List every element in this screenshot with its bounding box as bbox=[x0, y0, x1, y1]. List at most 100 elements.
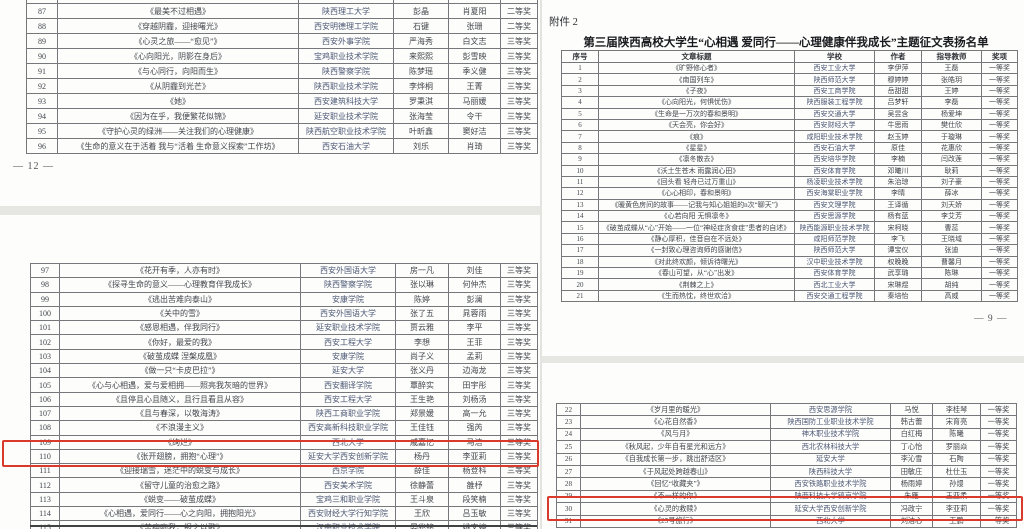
table-cell: 一等奖 bbox=[981, 267, 1018, 280]
table-header-cell: 文章标题 bbox=[598, 50, 795, 63]
table-cell: 李飞 bbox=[874, 232, 922, 246]
table-cell: 29 bbox=[556, 489, 581, 504]
table-cell: 汉中职业技术学院 bbox=[794, 255, 875, 269]
table-cell: 《荆棘之上》 bbox=[598, 278, 795, 291]
table-cell: 11 bbox=[561, 175, 599, 189]
table-cell: 87 bbox=[26, 3, 58, 19]
table-row: 6 《天会亮，你会好》 西安财经大学 牛思雨 樊仕欣 一等奖 bbox=[561, 118, 1018, 132]
table-row: 106 《且停且心且随义，且行且看且从容》 西安工程大学 王生艳 刘杨汤 三等奖 bbox=[30, 391, 538, 407]
table-row: 28 《回忆“收藏夹”》 西安铁路职业技术学院 杨雨婷 孙熳 一等奖 bbox=[556, 477, 1017, 491]
table-cell: 三等奖 bbox=[500, 262, 538, 279]
table-cell: 陕西警察学院 bbox=[298, 63, 394, 79]
table-cell: 王佳钰 bbox=[395, 420, 449, 436]
table-cell: 樊仕欣 bbox=[921, 118, 982, 132]
table-row: 20 《荆棘之上》 西北工业大学 宋琳煜 胡纯 一等奖 bbox=[561, 278, 1018, 291]
table-cell: 陕西科技大学 bbox=[770, 464, 891, 479]
table-cell: 王生艳 bbox=[395, 391, 449, 407]
table-row: 99 《逃出苦难向泰山》 安康学院 陈婷 彭澜 三等奖 bbox=[30, 291, 538, 307]
table-cell: 来熙熙 bbox=[393, 48, 449, 64]
table-cell: 一等奖 bbox=[981, 187, 1018, 200]
table-cell: 93 bbox=[26, 93, 58, 109]
table-cell: 王译循 bbox=[874, 198, 922, 212]
table-cell: 徐静蕾 bbox=[395, 477, 449, 493]
table-cell: 宝鸡三和职业学院 bbox=[300, 491, 396, 508]
table-cell: 101 bbox=[30, 320, 60, 336]
table-cell: 陕西理工大学 bbox=[298, 3, 394, 19]
table-cell: 李楠 bbox=[874, 153, 922, 166]
table-cell: 《痕》 bbox=[598, 130, 795, 143]
table-cell: 《子夜》 bbox=[598, 84, 795, 98]
table-cell: 西安体育学院 bbox=[794, 164, 875, 177]
table-row: 17 《一封致心理咨询师的感谢信》 陕西师范大学 谭宝仪 张迪 一等奖 bbox=[561, 244, 1018, 257]
table-row: 2 《南国列车》 陕西师范大学 穆婷婷 张皓玥 一等奖 bbox=[561, 73, 1018, 86]
table-row: 87 《最美不过相遇》 陕西理工大学 彭晶 肖夏阳 二等奖 bbox=[26, 3, 538, 19]
table-cell: 李桂琴 bbox=[932, 402, 981, 417]
table-cell: 《生而热忱，终世欢洽》 bbox=[598, 289, 795, 303]
table-cell: 109 bbox=[30, 434, 60, 450]
table-cell: 吴昱含 bbox=[874, 107, 922, 120]
table-cell: 《南国列车》 bbox=[598, 73, 795, 86]
table-cell: 一等奖 bbox=[981, 255, 1018, 269]
table-row: 24 《风与月》 神木职业技术学院 白红梅 陈曦 一等奖 bbox=[556, 427, 1017, 442]
table-cell: 105 bbox=[30, 377, 60, 393]
table-cell: 一等奖 bbox=[981, 141, 1018, 155]
table-cell: 张了五 bbox=[395, 305, 449, 322]
table-row: 16 《静心厚积，佳音自在不远处》 咸阳师范学院 李飞 王晓域 一等奖 bbox=[561, 232, 1018, 246]
table-cell: 陕西航空职业技术学院 bbox=[298, 123, 394, 139]
table-header-cell: 序号 bbox=[561, 50, 599, 63]
table-header-cell: 作者 bbox=[874, 50, 922, 63]
table-cell: 孟莉 bbox=[448, 348, 501, 365]
table-cell: 8 bbox=[561, 141, 599, 155]
table-cell: 《回忆“收藏夹”》 bbox=[580, 477, 771, 491]
table-cell: 《绚烂》 bbox=[59, 434, 301, 450]
table-cell: 石键 bbox=[393, 18, 449, 34]
table-cell: 一等奖 bbox=[981, 96, 1018, 109]
table-cell: 胡纯 bbox=[921, 278, 982, 291]
table-cell: 《从阴霾到光芒》 bbox=[57, 78, 299, 94]
table-row: 26 《自我成长第一步，跳出舒适区》 延安大学 李沁雪 石陶 一等奖 bbox=[556, 452, 1017, 466]
table-cell: 高一允 bbox=[448, 405, 501, 422]
table-cell: 穆婷婷 bbox=[874, 73, 922, 86]
table-cell: 西安明德理工学院 bbox=[298, 18, 394, 34]
table-cell: 19 bbox=[561, 267, 599, 280]
table-cell: 张海莹 bbox=[393, 108, 449, 124]
table-cell: 《留守儿童的治愈之路》 bbox=[59, 477, 301, 493]
page-gap-left bbox=[0, 206, 541, 215]
table-cell: 26 bbox=[556, 452, 581, 466]
table-cell: 西安海棠职业学院 bbox=[794, 187, 875, 200]
table-cell: 一等奖 bbox=[981, 289, 1018, 303]
table-cell: 戚嘉忆 bbox=[395, 434, 449, 450]
table-cell: 岳甜甜 bbox=[874, 84, 922, 98]
table-cell: 2 bbox=[561, 73, 599, 86]
table-row: 109 《绚烂》 西北大学 戚嘉忆 马洁 三等奖 bbox=[30, 434, 538, 450]
table-cell: 杨凌职业技术学院 bbox=[794, 175, 875, 189]
table-cell: 叶昕鑫 bbox=[393, 123, 449, 139]
table-cell: 《不一样的你》 bbox=[580, 489, 771, 504]
table-cell: 西安财经大学 bbox=[794, 118, 875, 132]
table-cell: 15 bbox=[561, 221, 599, 234]
table-cell: 李烨桐 bbox=[393, 78, 449, 94]
table-cell: 刘子豪 bbox=[921, 175, 982, 189]
table-cell: 《花开有季，人亦有时》 bbox=[59, 262, 301, 279]
table-cell: 权晚晚 bbox=[874, 255, 922, 269]
table-cell: 《你好，最爱的我》 bbox=[59, 334, 301, 350]
table-cell: 闫改莲 bbox=[921, 153, 982, 166]
table-row: 91 《与心同行，向阳而生》 陕西警察学院 陈梦瑶 季义健 三等奖 bbox=[26, 63, 538, 79]
table-row: 100 《关中的雪》 西安外国语大学 张了五 晁蓉雨 三等奖 bbox=[30, 305, 538, 322]
table-cell: 马洁 bbox=[448, 434, 501, 450]
table-cell: 《25号旅行》 bbox=[580, 514, 771, 528]
table-cell: 一等奖 bbox=[980, 427, 1017, 442]
table-cell: 91 bbox=[26, 63, 58, 79]
table-cell: 三等奖 bbox=[500, 63, 538, 79]
table-cell: 31 bbox=[556, 514, 581, 528]
table-cell: 宝鸡职业技术学院 bbox=[298, 48, 394, 64]
table-cell: 杨爱坤 bbox=[921, 107, 982, 120]
table-cell: 彭雪映 bbox=[448, 48, 501, 64]
left-page-13: 97 《花开有季，人亦有时》 西安外国语大学 房一凡 刘佳 三等奖 98 《探寻生命的意义——… bbox=[0, 215, 541, 529]
table-cell: 安康学院 bbox=[300, 348, 396, 365]
table-cell: 三等奖 bbox=[500, 434, 538, 450]
table-cell: 冯政宁 bbox=[890, 502, 933, 516]
table-cell: 《风与月》 bbox=[580, 427, 771, 442]
table-cell: 一等奖 bbox=[981, 107, 1018, 120]
